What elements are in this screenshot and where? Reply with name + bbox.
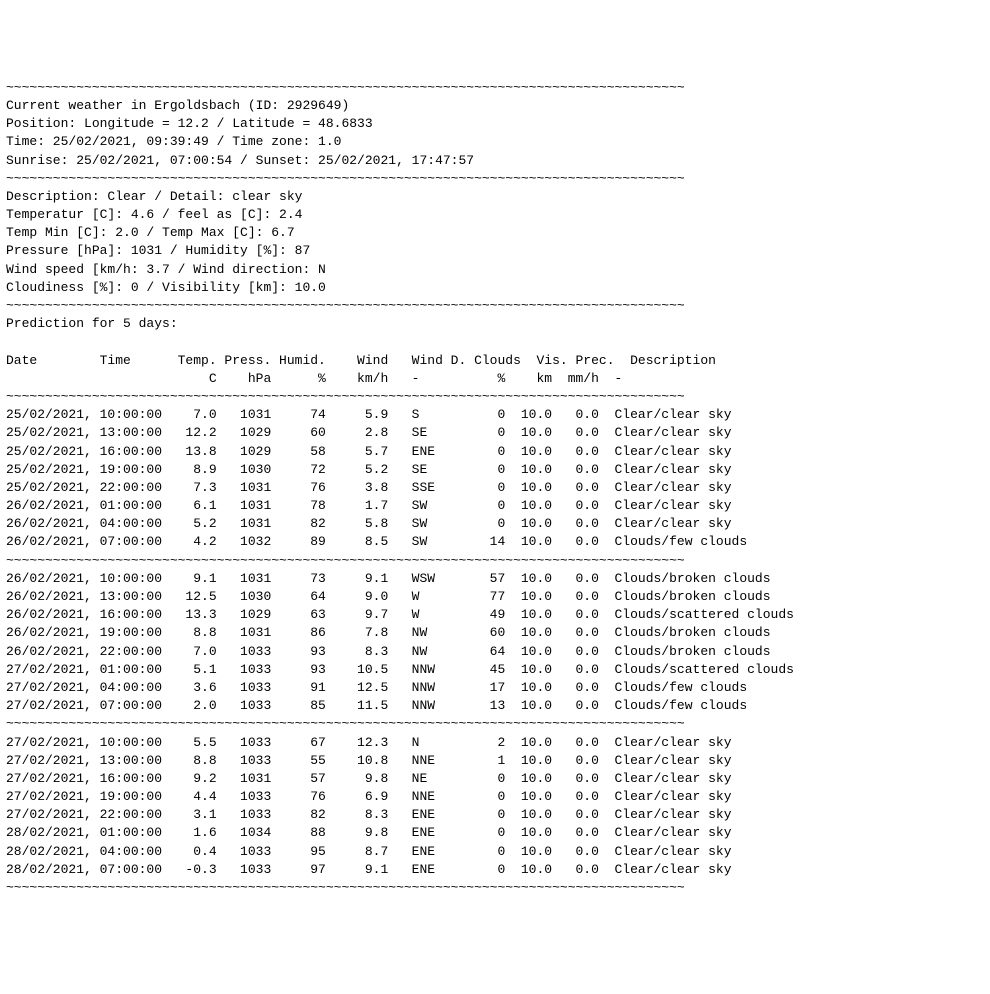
terminal-line: 26/02/2021, 13:00:00 12.5 1030 64 9.0 W … (6, 588, 984, 606)
terminal-line: ~~~~~~~~~~~~~~~~~~~~~~~~~~~~~~~~~~~~~~~~… (6, 170, 984, 188)
terminal-line: 27/02/2021, 04:00:00 3.6 1033 91 12.5 NN… (6, 679, 984, 697)
terminal-line: Time: 25/02/2021, 09:39:49 / Time zone: … (6, 133, 984, 151)
terminal-line: 27/02/2021, 22:00:00 3.1 1033 82 8.3 ENE… (6, 806, 984, 824)
terminal-line: ~~~~~~~~~~~~~~~~~~~~~~~~~~~~~~~~~~~~~~~~… (6, 552, 984, 570)
terminal-line: Prediction for 5 days: (6, 315, 984, 333)
terminal-line: 26/02/2021, 07:00:00 4.2 1032 89 8.5 SW … (6, 533, 984, 551)
weather-terminal-output: ~~~~~~~~~~~~~~~~~~~~~~~~~~~~~~~~~~~~~~~~… (6, 79, 984, 897)
terminal-line: Temperatur [C]: 4.6 / feel as [C]: 2.4 (6, 206, 984, 224)
terminal-line: Position: Longitude = 12.2 / Latitude = … (6, 115, 984, 133)
terminal-line: 26/02/2021, 01:00:00 6.1 1031 78 1.7 SW … (6, 497, 984, 515)
terminal-line: 26/02/2021, 10:00:00 9.1 1031 73 9.1 WSW… (6, 570, 984, 588)
terminal-line: Cloudiness [%]: 0 / Visibility [km]: 10.… (6, 279, 984, 297)
terminal-line: Current weather in Ergoldsbach (ID: 2929… (6, 97, 984, 115)
terminal-line: 27/02/2021, 01:00:00 5.1 1033 93 10.5 NN… (6, 661, 984, 679)
terminal-line: 26/02/2021, 16:00:00 13.3 1029 63 9.7 W … (6, 606, 984, 624)
terminal-line: 25/02/2021, 13:00:00 12.2 1029 60 2.8 SE… (6, 424, 984, 442)
terminal-line (6, 333, 984, 351)
terminal-line: ~~~~~~~~~~~~~~~~~~~~~~~~~~~~~~~~~~~~~~~~… (6, 79, 984, 97)
terminal-line: 27/02/2021, 16:00:00 9.2 1031 57 9.8 NE … (6, 770, 984, 788)
terminal-line: 26/02/2021, 19:00:00 8.8 1031 86 7.8 NW … (6, 624, 984, 642)
terminal-line: 27/02/2021, 10:00:00 5.5 1033 67 12.3 N … (6, 734, 984, 752)
terminal-line: ~~~~~~~~~~~~~~~~~~~~~~~~~~~~~~~~~~~~~~~~… (6, 388, 984, 406)
terminal-line: 27/02/2021, 13:00:00 8.8 1033 55 10.8 NN… (6, 752, 984, 770)
terminal-line: 27/02/2021, 07:00:00 2.0 1033 85 11.5 NN… (6, 697, 984, 715)
terminal-line: Wind speed [km/h: 3.7 / Wind direction: … (6, 261, 984, 279)
terminal-line: 25/02/2021, 16:00:00 13.8 1029 58 5.7 EN… (6, 443, 984, 461)
terminal-line: ~~~~~~~~~~~~~~~~~~~~~~~~~~~~~~~~~~~~~~~~… (6, 297, 984, 315)
terminal-line: 25/02/2021, 19:00:00 8.9 1030 72 5.2 SE … (6, 461, 984, 479)
terminal-line: Sunrise: 25/02/2021, 07:00:54 / Sunset: … (6, 152, 984, 170)
terminal-line: 28/02/2021, 04:00:00 0.4 1033 95 8.7 ENE… (6, 843, 984, 861)
terminal-line: Pressure [hPa]: 1031 / Humidity [%]: 87 (6, 242, 984, 260)
terminal-line: 27/02/2021, 19:00:00 4.4 1033 76 6.9 NNE… (6, 788, 984, 806)
terminal-line: ~~~~~~~~~~~~~~~~~~~~~~~~~~~~~~~~~~~~~~~~… (6, 879, 984, 897)
terminal-line: 26/02/2021, 04:00:00 5.2 1031 82 5.8 SW … (6, 515, 984, 533)
terminal-line: 26/02/2021, 22:00:00 7.0 1033 93 8.3 NW … (6, 643, 984, 661)
terminal-line: 28/02/2021, 07:00:00 -0.3 1033 97 9.1 EN… (6, 861, 984, 879)
terminal-line: 25/02/2021, 10:00:00 7.0 1031 74 5.9 S 0… (6, 406, 984, 424)
terminal-line: C hPa % km/h - % km mm/h - (6, 370, 984, 388)
terminal-line: Description: Clear / Detail: clear sky (6, 188, 984, 206)
terminal-line: 25/02/2021, 22:00:00 7.3 1031 76 3.8 SSE… (6, 479, 984, 497)
terminal-line: Temp Min [C]: 2.0 / Temp Max [C]: 6.7 (6, 224, 984, 242)
terminal-line: Date Time Temp. Press. Humid. Wind Wind … (6, 352, 984, 370)
terminal-line: 28/02/2021, 01:00:00 1.6 1034 88 9.8 ENE… (6, 824, 984, 842)
terminal-line: ~~~~~~~~~~~~~~~~~~~~~~~~~~~~~~~~~~~~~~~~… (6, 715, 984, 733)
